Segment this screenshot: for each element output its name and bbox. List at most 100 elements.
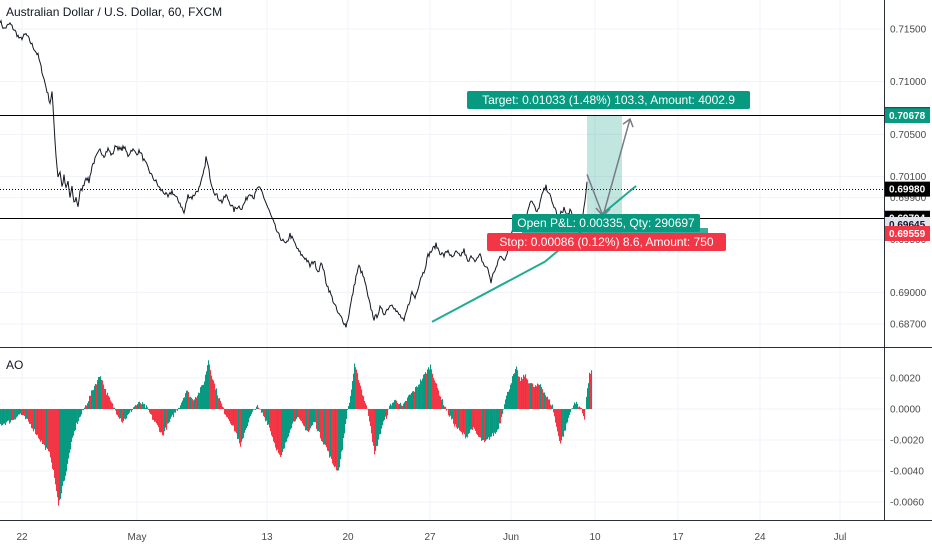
ao-bar [277,409,279,450]
ao-bar [323,409,325,445]
ao-bar [232,409,234,426]
ao-bar [518,376,520,409]
ao-bar [55,409,57,485]
ao-bar [184,397,186,409]
ao-bar [392,402,394,409]
ao-bar [386,409,388,419]
ao-bar [331,409,333,459]
ao-bar [497,409,499,430]
ao-bar [130,409,132,411]
price-badge[interactable] [885,181,930,197]
ao-bar [353,373,355,409]
ao-bar [506,395,508,409]
ao-bar [300,409,302,421]
ao-bar [491,409,493,437]
ao-bar [330,409,332,457]
ao-bar [442,399,444,409]
ao-bar [563,409,565,437]
price-badge[interactable] [885,225,930,241]
ao-bar [185,393,187,409]
ao-bar [388,408,390,410]
ao-bar [378,409,380,440]
ao-bar [435,382,437,409]
ao-bar [338,409,340,471]
ao-bar [469,409,471,433]
ao-bar [260,409,262,410]
time-tick-label: May [128,532,147,543]
ao-bar [202,384,204,409]
ao-bar [259,408,261,410]
ao-bar [149,409,151,413]
ao-bar [255,409,257,411]
ao-bar [169,409,171,422]
ao-bar [492,409,494,434]
ao-bar [447,409,449,410]
ao-bar [408,395,410,409]
ao-bar [568,409,570,418]
ao-bar [393,402,395,409]
ao-bar [534,387,536,409]
ao-bar [326,409,328,448]
ao-bar [445,406,447,409]
ao-bar [162,409,164,436]
ao-bar [514,373,516,409]
price-badge-text: 0.70678 [889,111,926,122]
ao-bar [589,372,591,409]
ao-bar [539,384,541,409]
ao-bar [224,409,226,415]
price-tick-label: 0.71000 [890,77,927,88]
ao-bar [426,373,428,409]
ao-bar [398,404,400,409]
ao-bar [311,409,313,427]
ao-bar [116,409,118,415]
ao-bar [230,409,232,424]
ao-bar [459,409,461,431]
ao-bar [59,409,61,501]
ao-bar [412,391,414,409]
target-label-box[interactable] [467,91,750,109]
trend-line[interactable] [431,260,546,323]
ao-bar [494,409,496,433]
ao-bar [536,386,538,409]
ao-tick-label: 0.0000 [890,405,921,416]
ao-bar [555,409,557,423]
ao-bar [155,409,157,422]
ao-bar [264,409,266,418]
ao-bar [106,394,108,409]
ao-bar [81,409,83,415]
ao-bar [253,409,255,410]
ao-bar [189,397,191,409]
ao-bar [79,409,81,418]
ao-bar [8,409,10,421]
ao-bar [219,398,221,409]
time-tick-label: Jul [834,532,847,543]
price-series-line [0,19,588,328]
ao-bar [204,381,206,409]
ao-bar [519,376,521,409]
ao-bar [429,369,431,409]
ao-bar [87,403,89,409]
price-badge[interactable] [885,108,930,124]
ao-bar [111,402,113,409]
price-tick-label: 0.68700 [890,320,927,331]
ao-bar [154,409,156,422]
price-tick-label: 0.69000 [890,288,927,299]
time-tick-label: 13 [261,532,273,543]
ao-bar [80,409,82,417]
ao-bar [38,409,40,439]
price-tick-label: 0.71500 [890,25,927,36]
arrow-head-icon [622,117,634,128]
ao-bar [141,404,143,409]
open-pl-label-box[interactable] [512,214,700,232]
stop-label-box[interactable] [487,233,726,251]
ao-bar [324,409,326,445]
ao-bar [96,384,98,409]
ao-bar [443,405,445,409]
price-plot [0,19,588,328]
ao-bar [168,409,170,424]
ao-bar [516,366,518,409]
ao-bar [240,409,242,447]
ao-bar [292,409,294,424]
